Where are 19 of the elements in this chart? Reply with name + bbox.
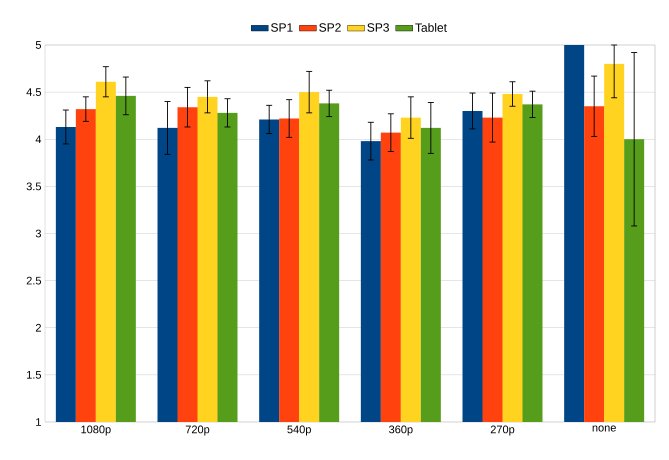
y-tick-label: 5: [36, 41, 42, 49]
y-tick-label: 3.5: [26, 182, 42, 190]
y-tick-label: 3: [36, 230, 41, 238]
y-tick-label: 1: [36, 418, 41, 426]
x-tick-label: 270p: [490, 426, 514, 436]
y-tick-label: 1.5: [27, 371, 42, 379]
x-tick-label: 1080p: [81, 426, 111, 436]
legend-label: SP3: [367, 23, 389, 32]
x-tick-label: 720p: [186, 426, 210, 436]
x-tick-label: 360p: [389, 426, 413, 436]
y-tick-label: 2.5: [26, 276, 42, 285]
y-tick-label: 4.5: [26, 88, 42, 96]
y-tick-label: 4: [36, 135, 42, 144]
legend-label: Tablet: [415, 23, 447, 32]
legend-label: SP1: [271, 23, 293, 32]
y-tick-label: 2: [36, 324, 41, 332]
legend-label: SP2: [319, 23, 341, 32]
x-tick-label: 540p: [287, 426, 311, 436]
x-tick-label: none: [592, 426, 616, 432]
